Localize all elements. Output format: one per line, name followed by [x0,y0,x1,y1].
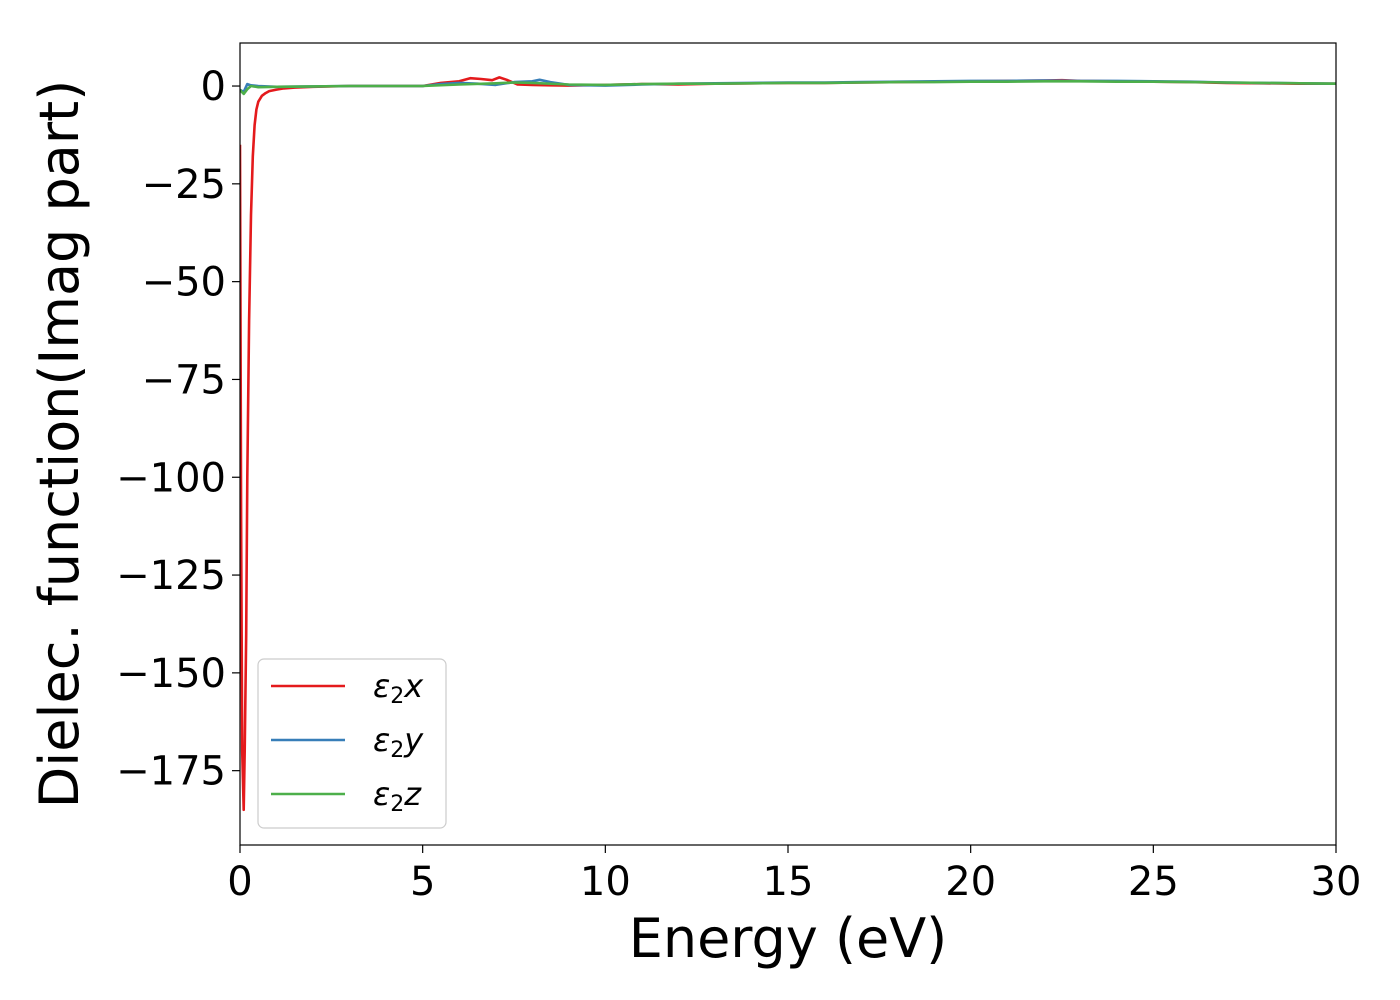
x-tick-label: 30 [1311,859,1362,905]
y-tick-label: −175 [116,749,226,795]
x-tick-label: 15 [763,859,814,905]
series-line-z [240,80,1336,96]
y-tick-label: −150 [116,651,226,697]
y-tick-label: −75 [142,357,226,403]
y-tick-label: −50 [142,260,226,306]
x-axis: 0 5 10 15 20 25 30 [227,845,1361,905]
y-tick-label: 0 [201,64,226,110]
y-tick-label: −125 [116,553,226,599]
x-axis-label: Energy (eV) [629,907,948,970]
y-tick-label: −25 [142,162,226,208]
y-tick-label: −100 [116,455,226,501]
y-axis-label: Dielec. function(Imag part) [28,80,91,809]
x-tick-label: 5 [410,859,435,905]
legend-label-x: ε2x [373,667,424,709]
x-tick-label: 25 [1128,859,1179,905]
legend-box [257,658,447,829]
x-tick-label: 10 [580,859,631,905]
legend-label-y: ε2y [373,721,424,763]
x-tick-label: 0 [227,859,252,905]
y-axis: 0 −25 −50 −75 −100 −125 −150 −175 [116,64,240,795]
legend: ε2x ε2y ε2z [257,658,447,829]
x-tick-label: 20 [945,859,996,905]
plot-lines [240,76,1336,812]
legend-label-z: ε2z [373,775,422,817]
